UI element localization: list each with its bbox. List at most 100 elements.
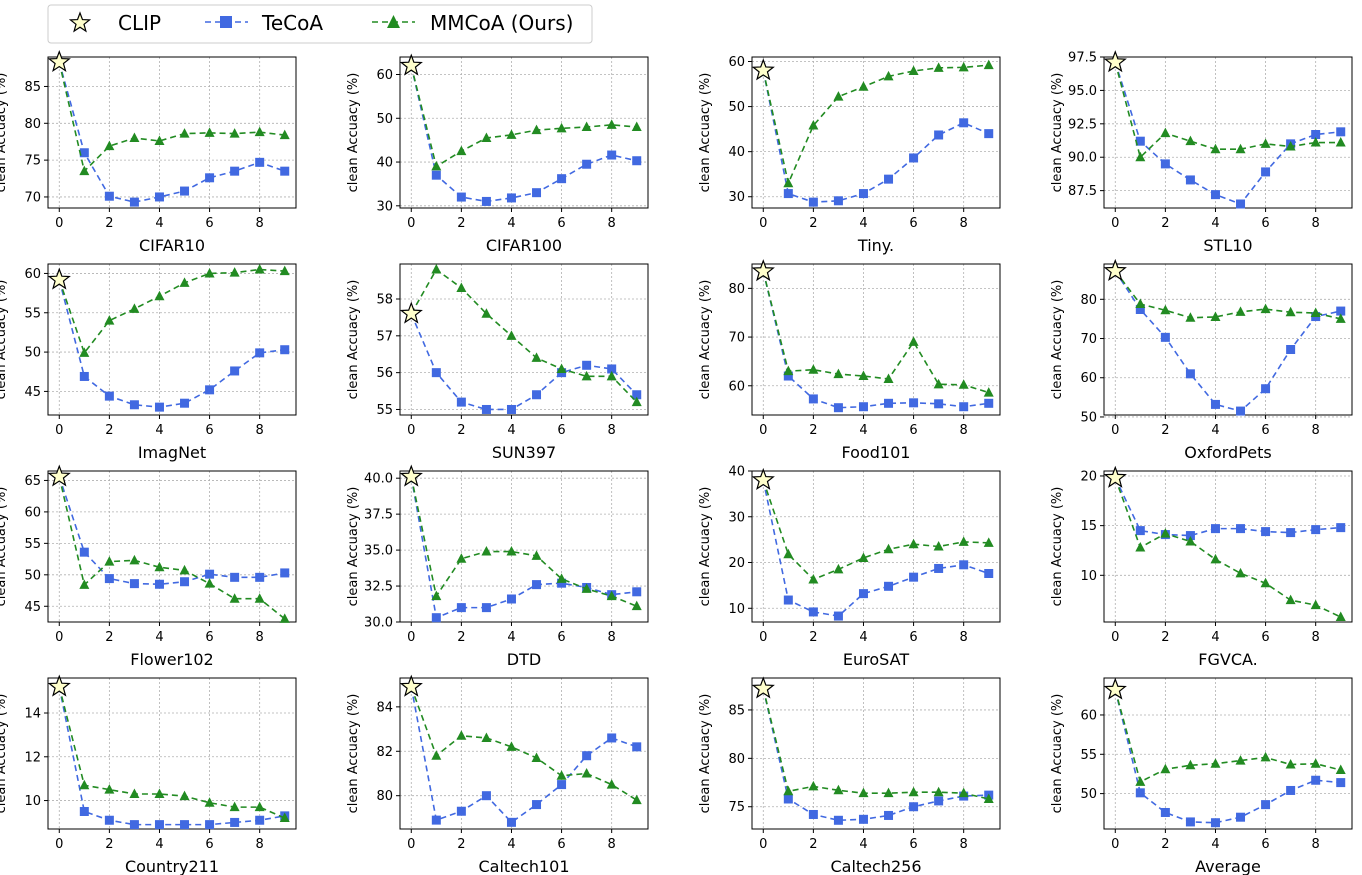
data-point-tecoa (1236, 812, 1246, 822)
legend-label-mmcoa: MMCoA (Ours) (430, 11, 573, 35)
series-line-tecoa (762, 271, 989, 409)
series-line-tecoa (1114, 689, 1341, 824)
y-tick-label: 40 (728, 465, 745, 480)
series-line-tecoa (58, 476, 285, 586)
data-point-mmcoa (1185, 536, 1196, 546)
data-point-tecoa (230, 817, 240, 827)
data-point-mmcoa (833, 784, 844, 795)
data-point-tecoa (1210, 524, 1220, 534)
data-point-mmcoa (808, 120, 819, 130)
data-point-mmcoa (204, 578, 215, 588)
data-point-tecoa (582, 751, 592, 761)
y-tick-label: 85 (24, 80, 41, 95)
y-tick-label: 50 (24, 346, 41, 361)
data-point-tecoa (1135, 526, 1145, 536)
data-point-tecoa (79, 148, 89, 158)
y-tick-label: 84 (376, 700, 393, 715)
y-tick-label: 70 (24, 190, 41, 205)
x-tick-label: 8 (960, 630, 968, 645)
data-point-mmcoa (556, 770, 567, 780)
x-tick-label: 0 (1111, 216, 1119, 231)
x-tick-label: 8 (1312, 837, 1320, 852)
data-point-tecoa (431, 613, 441, 623)
data-point-tecoa (1160, 807, 1170, 817)
x-axis-label: Caltech256 (830, 857, 921, 875)
y-tick-label: 80 (728, 752, 745, 767)
data-point-tecoa (934, 399, 944, 409)
data-point-mmcoa (908, 336, 919, 346)
axes-frame (751, 470, 1001, 623)
data-point-mmcoa (79, 347, 90, 357)
data-point-tecoa (180, 577, 190, 587)
data-point-clip-star (399, 464, 423, 487)
data-point-tecoa (230, 572, 240, 582)
legend-item-tecoa: TeCoA (205, 11, 323, 35)
data-point-tecoa (557, 780, 567, 790)
x-tick-label: 0 (759, 837, 767, 852)
data-point-mmcoa (179, 790, 190, 801)
data-point-tecoa (280, 166, 290, 176)
axes-frame (47, 263, 297, 416)
x-tick-label: 6 (909, 837, 917, 852)
data-point-tecoa (884, 810, 894, 820)
x-tick-label: 0 (407, 837, 415, 852)
series-line-tecoa (410, 65, 637, 203)
legend-frame (47, 4, 593, 44)
x-tick-label: 4 (507, 423, 515, 438)
y-axis-label: clean Accuacy (%) (346, 487, 361, 607)
x-tick-label: 0 (1111, 837, 1119, 852)
data-point-tecoa (1336, 523, 1346, 533)
data-point-tecoa (1286, 785, 1296, 795)
data-point-tecoa (129, 820, 139, 830)
x-tick-label: 0 (407, 423, 415, 438)
data-point-tecoa (481, 404, 491, 414)
data-point-tecoa (205, 569, 215, 579)
y-tick-label: 30 (728, 190, 745, 205)
data-point-tecoa (104, 191, 114, 201)
data-point-tecoa (632, 156, 642, 166)
data-point-tecoa (79, 371, 89, 381)
data-point-tecoa (1336, 127, 1346, 137)
data-point-clip-star (47, 267, 71, 290)
data-point-tecoa (506, 193, 516, 203)
data-point-mmcoa (883, 543, 894, 554)
x-axis-label: CIFAR10 (139, 236, 205, 255)
data-point-tecoa (255, 157, 265, 167)
data-point-tecoa (858, 589, 868, 599)
data-point-tecoa (1261, 527, 1271, 537)
data-point-mmcoa (531, 752, 542, 762)
y-tick-label: 37.5 (364, 508, 393, 523)
data-point-tecoa (230, 166, 240, 176)
axes-frame (399, 470, 649, 623)
y-axis-label: clean Accuacy (%) (1050, 487, 1065, 607)
data-point-mmcoa (531, 352, 542, 362)
data-point-mmcoa (229, 267, 240, 277)
x-tick-label: 6 (557, 423, 565, 438)
data-point-mmcoa (1285, 759, 1296, 769)
x-tick-label: 0 (55, 837, 63, 852)
x-tick-label: 6 (557, 216, 565, 231)
data-point-mmcoa (456, 282, 467, 292)
data-point-mmcoa (858, 81, 869, 91)
data-point-mmcoa (179, 277, 190, 287)
data-point-mmcoa (506, 741, 517, 751)
data-point-mmcoa (1235, 755, 1246, 765)
x-tick-label: 0 (759, 216, 767, 231)
x-tick-label: 2 (457, 837, 465, 852)
y-axis-label: clean Accuacy (%) (346, 280, 361, 400)
series-line-mmcoa (410, 268, 638, 403)
data-point-mmcoa (631, 794, 642, 805)
data-point-mmcoa (1235, 567, 1246, 578)
data-point-tecoa (481, 791, 491, 801)
data-point-mmcoa (129, 303, 140, 313)
data-point-mmcoa (858, 787, 869, 798)
data-point-tecoa (1286, 345, 1296, 355)
data-point-mmcoa (154, 135, 165, 145)
data-point-tecoa (104, 815, 114, 825)
data-point-mmcoa (858, 370, 869, 381)
x-tick-label: 2 (457, 216, 465, 231)
y-tick-label: 80 (728, 282, 745, 297)
y-tick-label: 55 (24, 537, 41, 552)
data-point-clip-star (1103, 50, 1127, 73)
